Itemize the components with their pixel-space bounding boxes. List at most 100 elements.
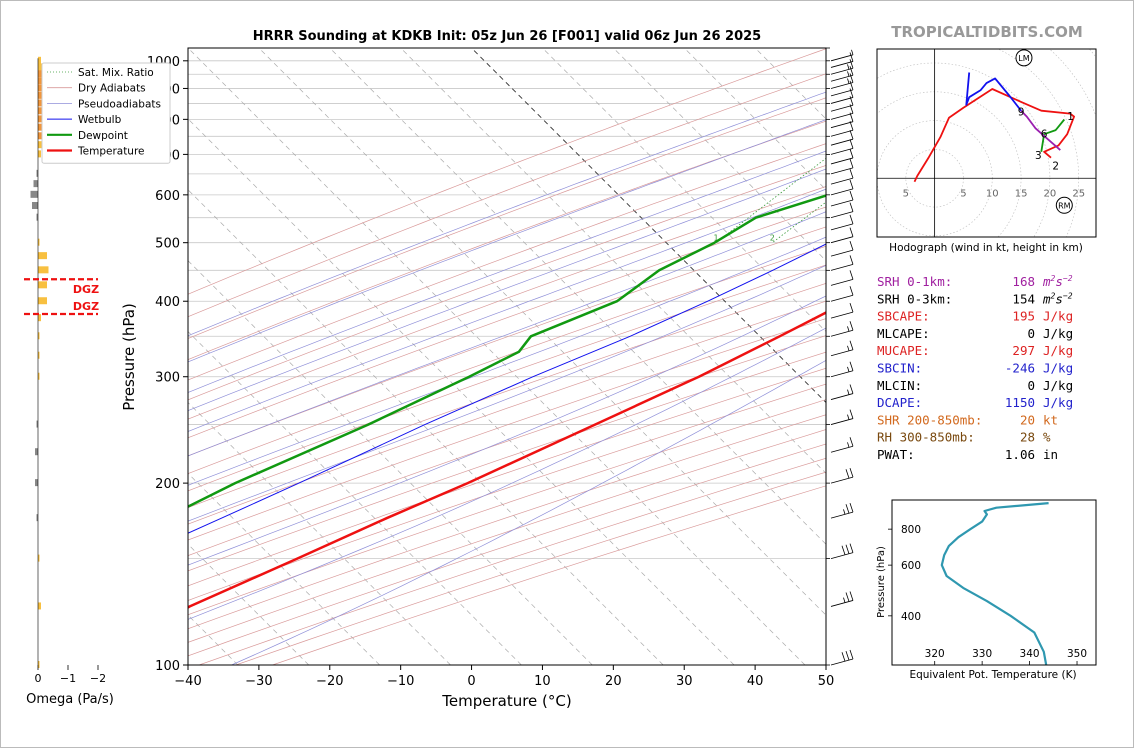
wind-barb-staff — [831, 68, 853, 74]
hodograph-trace — [915, 89, 1075, 182]
index-value: 1.06 — [1005, 447, 1035, 462]
y-tick-label: 100 — [155, 659, 180, 674]
mixing-ratio-label: 2 — [770, 234, 775, 243]
wind-barb-staff — [831, 371, 853, 377]
wind-barb-flag — [850, 149, 853, 158]
wind-barb — [831, 113, 853, 128]
index-label: SBCIN: — [877, 361, 922, 376]
legend-entry-label: Pseudoadiabats — [78, 98, 161, 110]
wind-barb-staff — [831, 264, 853, 270]
index-label: RH 300-850mb: — [877, 430, 975, 445]
wind-barb-half-flag — [844, 598, 846, 603]
wind-barb-staff — [831, 477, 853, 483]
hodograph-height-label: 9 — [1018, 106, 1025, 118]
theta-e-x-tick-label: 340 — [1020, 648, 1040, 660]
wind-barb-staff — [831, 553, 853, 559]
hodograph-height-label: 2 — [1052, 160, 1059, 172]
wind-barb-half-flag — [848, 442, 850, 447]
omega-bar — [35, 479, 38, 486]
legend-entry-label: Dewpoint — [78, 130, 128, 142]
index-row: RH 300-850mb:28% — [877, 430, 1051, 445]
wind-barb-staff — [831, 178, 853, 184]
wind-barb-flag — [850, 203, 853, 212]
index-unit: J/kg — [1043, 361, 1073, 376]
theta-e-x-tick-label: 330 — [972, 648, 992, 660]
omega-tick-label: 0 — [35, 672, 42, 685]
omega-bar — [38, 602, 41, 609]
index-unit: kt — [1043, 412, 1058, 427]
wind-barb-flag — [842, 652, 845, 661]
x-tick-label: 30 — [676, 674, 693, 689]
chart-title: HRRR Sounding at KDKB Init: 05z Jun 26 [… — [253, 29, 761, 44]
index-label: MUCAPE: — [877, 343, 930, 358]
wind-barb — [831, 169, 853, 184]
hodograph-ring-label: 15 — [1015, 188, 1028, 199]
wind-barb — [831, 139, 853, 154]
wind-barb-staff — [831, 168, 853, 174]
y-tick-label: 200 — [155, 477, 180, 492]
wind-barb-staff — [831, 212, 853, 218]
wind-barb — [831, 468, 853, 483]
hodograph-height-label: 3 — [1035, 150, 1042, 162]
x-tick-label: −40 — [174, 674, 201, 689]
wind-barb — [831, 650, 853, 665]
wind-barb-half-flag — [848, 79, 850, 84]
wind-barb-staff — [831, 512, 853, 518]
isotherm-line — [826, 48, 1134, 665]
wind-barb-staff — [831, 139, 853, 145]
dry-adiabat-line — [162, 48, 1134, 665]
isotherm-line — [330, 48, 947, 665]
hodograph-height-label: 1 — [1067, 111, 1074, 123]
wind-barb — [831, 286, 853, 301]
wind-barb-flag — [850, 303, 853, 312]
wind-barb-flag — [850, 159, 853, 168]
theta-e-y-tick-label: 600 — [901, 560, 921, 572]
wind-barb-flag — [846, 504, 849, 513]
temperature-line — [85, 65, 1134, 665]
wind-barb-staff — [831, 446, 853, 452]
wind-barb-staff — [831, 55, 853, 61]
omega-tick-label: −2 — [90, 672, 106, 685]
omega-bar — [34, 180, 39, 187]
wind-barb-flag — [850, 191, 853, 200]
wind-barb — [831, 437, 853, 452]
wind-barb-flag — [850, 130, 853, 139]
legend-entry-label: Sat. Mix. Ratio — [78, 67, 154, 79]
hodograph-ring-label: 5 — [903, 188, 909, 199]
wind-barb-flag — [850, 228, 853, 237]
wind-barb — [831, 385, 853, 400]
theta-e-plot-area — [942, 503, 1049, 665]
wind-barb-flag — [846, 545, 849, 554]
wind-barb-staff — [831, 394, 853, 400]
wind-barb — [831, 321, 853, 336]
isotherm-line — [117, 48, 734, 665]
zero-isotherm — [472, 48, 1089, 665]
wind-barb-staff — [831, 189, 853, 195]
wind-barb-staff — [831, 90, 853, 96]
index-value: 195 — [1012, 309, 1035, 324]
x-tick-label: −30 — [245, 674, 272, 689]
y-tick-label: 600 — [155, 189, 180, 204]
omega-bar — [31, 191, 39, 198]
legend-entry-label: Temperature — [77, 146, 145, 158]
index-label: SRH 0-1km: — [877, 274, 952, 289]
wind-barb-staff — [831, 295, 853, 301]
wind-barb — [831, 362, 853, 377]
index-label: SBCAPE: — [877, 309, 930, 324]
theta-e-x-tick-label: 320 — [925, 648, 945, 660]
wind-barb-half-flag — [848, 415, 850, 420]
hodograph-ring-label: 5 — [960, 188, 966, 199]
wind-barb-staff — [831, 659, 853, 665]
wind-barb — [831, 341, 853, 356]
omega-bar — [38, 252, 47, 259]
index-unit: J/kg — [1043, 343, 1073, 358]
wind-barb-staff — [831, 97, 853, 103]
y-tick-label: 300 — [155, 371, 180, 386]
wind-barb — [831, 591, 853, 606]
